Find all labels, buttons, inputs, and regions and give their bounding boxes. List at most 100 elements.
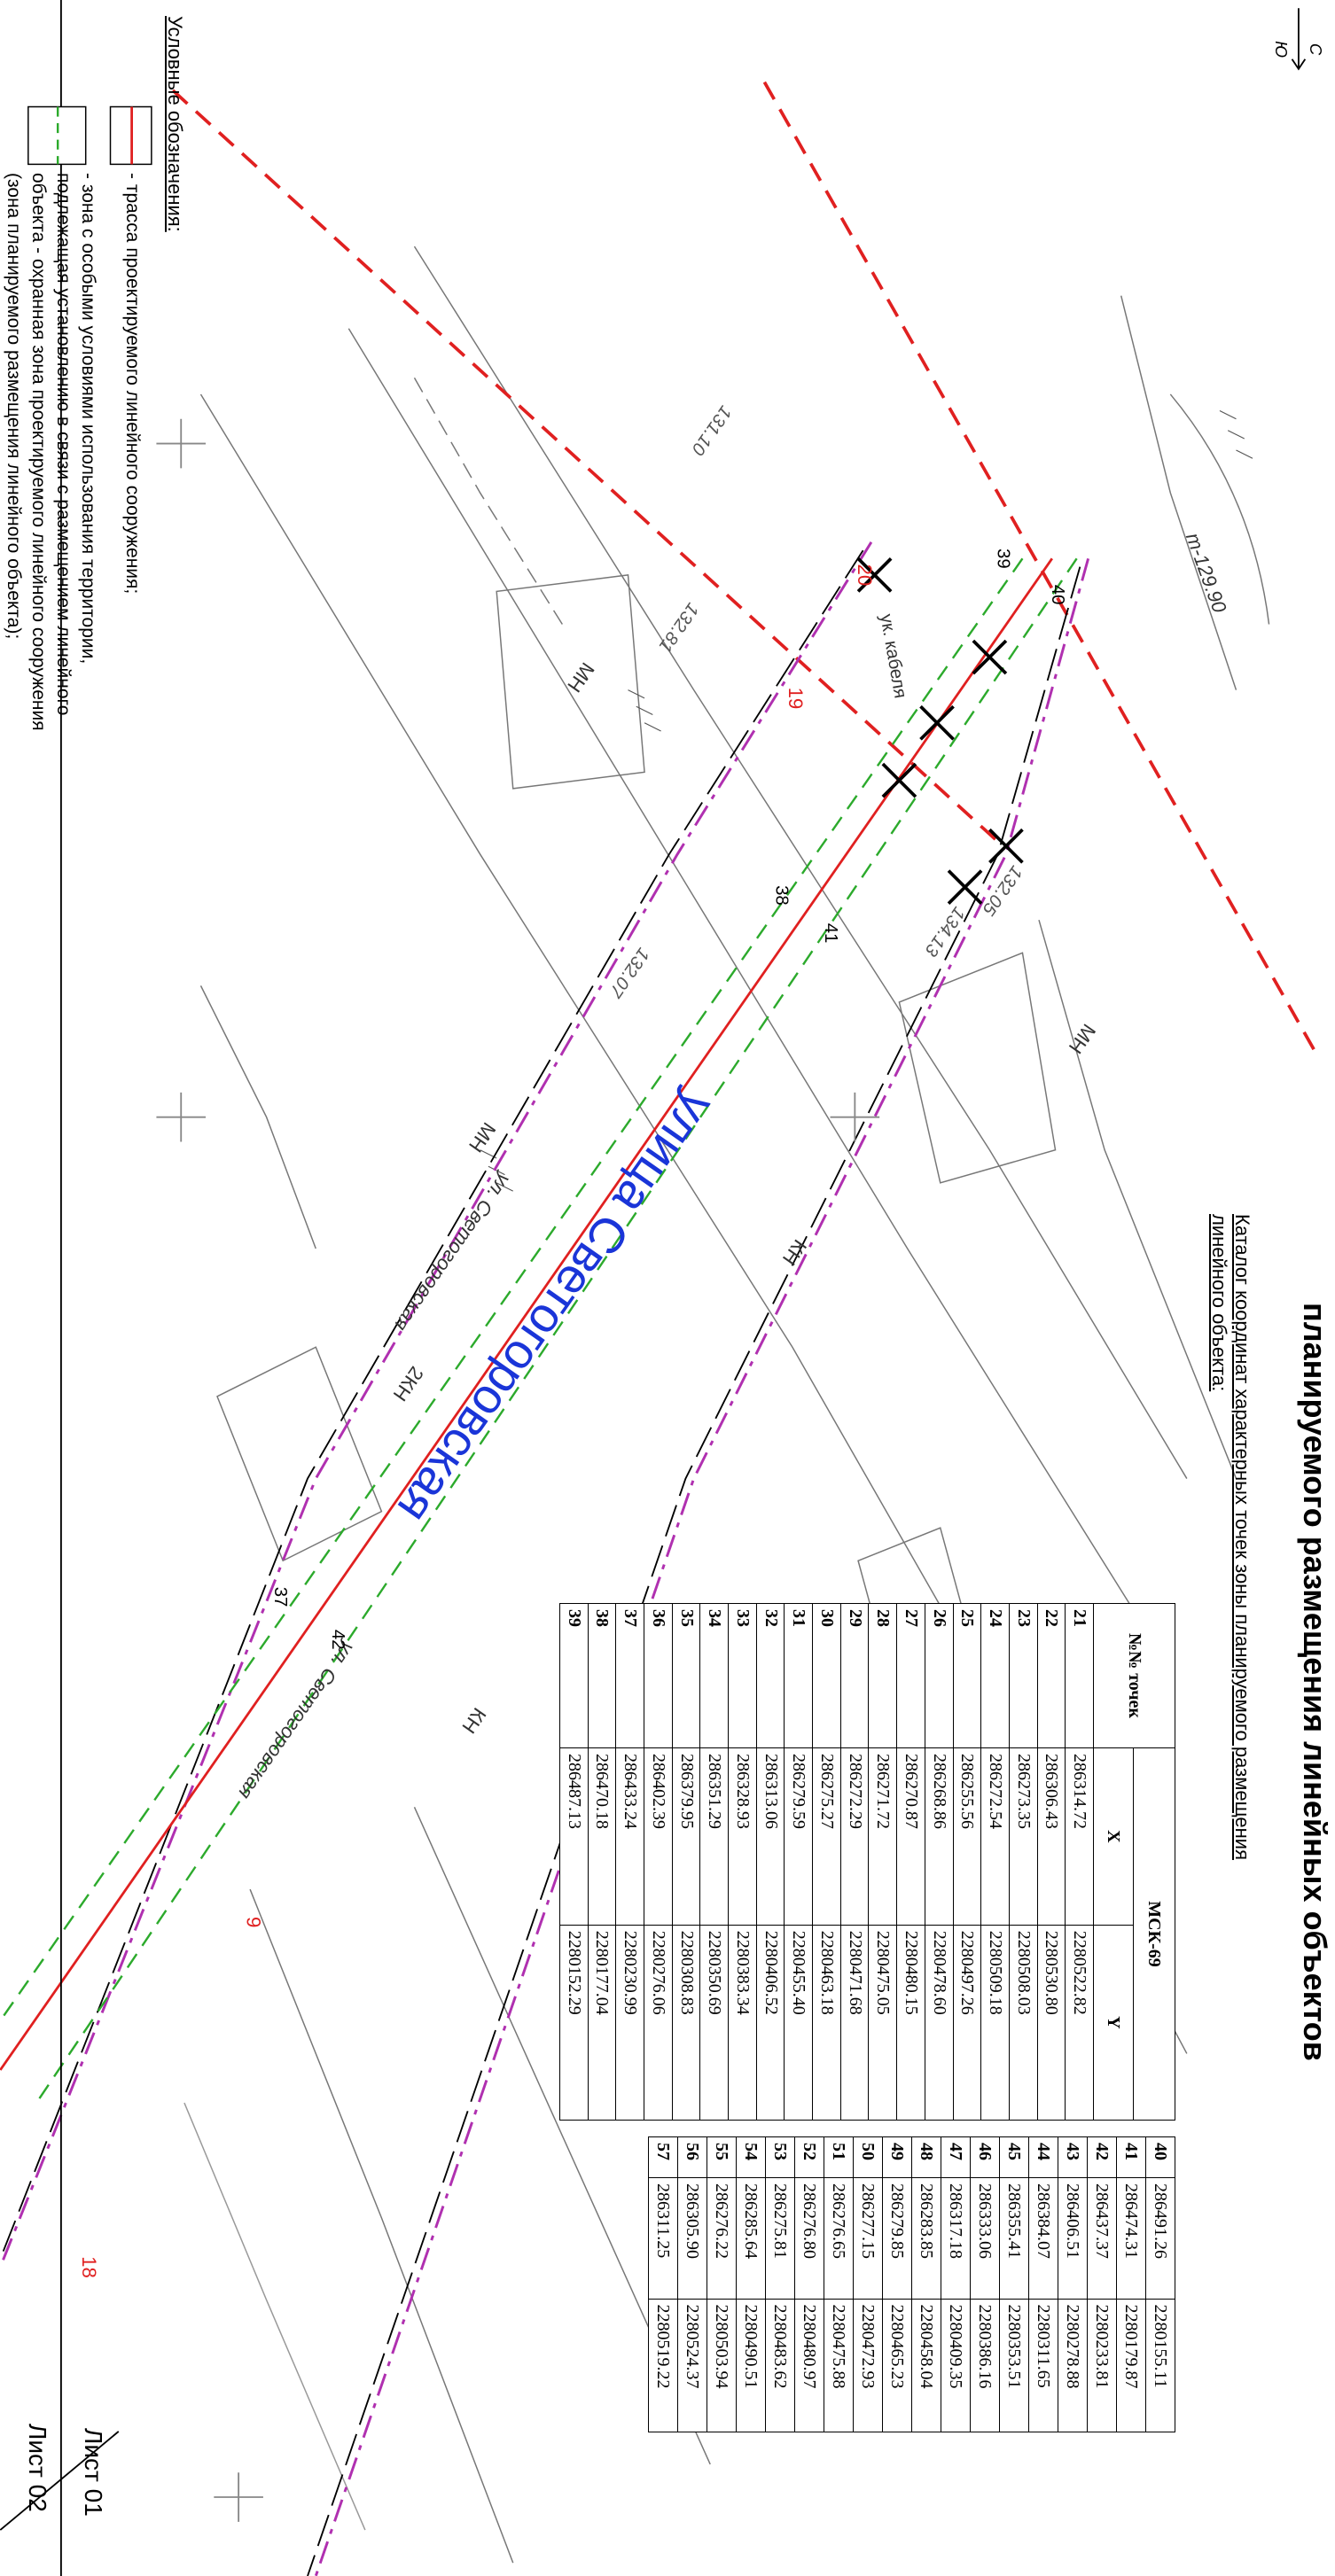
table-cell: 286317.18 xyxy=(941,2177,971,2299)
table-row: 35 286379.95 2280308.83 xyxy=(672,1603,700,2121)
table-cell: 48 xyxy=(911,2136,941,2178)
table-cell: 286273.35 xyxy=(1009,1747,1038,1926)
map-label: МН xyxy=(465,1118,500,1156)
protection-zone xyxy=(35,557,1078,2104)
table-cell: 286328.93 xyxy=(728,1747,757,1926)
table-row: 31 286279.59 2280455.40 xyxy=(784,1603,813,2121)
map-label: 42 xyxy=(328,1630,347,1650)
table-cell: 33 xyxy=(728,1603,757,1748)
table-row: 50 286277.15 2280472.93 xyxy=(853,2136,883,2432)
map-label: ул. Светогоровская xyxy=(234,1637,360,1803)
table-cell: 2280308.83 xyxy=(672,1925,700,2121)
table-cell: 286355.41 xyxy=(999,2177,1029,2299)
table-cell: 2280276.06 xyxy=(644,1925,673,2121)
table-cell: 2280471.68 xyxy=(840,1925,869,2121)
table-cell: 23 xyxy=(1009,1603,1038,1748)
table-cell: 2280458.04 xyxy=(911,2299,941,2432)
table-row: 27 286270.87 2280480.15 xyxy=(896,1603,925,2121)
map-label: КН xyxy=(778,1235,811,1269)
header-cell: №№ точек xyxy=(1093,1603,1175,1748)
table-cell: 2280409.35 xyxy=(941,2299,971,2432)
table-row: 34 286351.29 2280350.69 xyxy=(699,1603,729,2121)
table-row: 51 286276.65 2280475.88 xyxy=(824,2136,854,2432)
table-cell: 2280383.34 xyxy=(728,1925,757,2121)
map-label: 132.05 xyxy=(978,862,1026,919)
table-row: 41 286474.31 2280179.87 xyxy=(1116,2136,1146,2432)
table-row: 21 286314.72 2280522.82 xyxy=(1065,1603,1094,2121)
map-label: 2КН xyxy=(389,1363,428,1405)
table-cell: 51 xyxy=(824,2136,854,2178)
table-cell: 286283.85 xyxy=(911,2177,941,2299)
table-cell: 286470.18 xyxy=(588,1747,616,1926)
table-cell: 286333.06 xyxy=(970,2177,1000,2299)
table-cell: 37 xyxy=(615,1603,644,1748)
table-cell: 2280230.99 xyxy=(615,1925,644,2121)
map-label: ул. Светогоровская xyxy=(390,1168,516,1335)
table-cell: 2280179.87 xyxy=(1116,2299,1146,2432)
table-cell: 43 xyxy=(1058,2136,1088,2178)
map-label: 18 xyxy=(78,2256,100,2278)
table-cell: 22 xyxy=(1037,1603,1066,1748)
table-cell: 286491.26 xyxy=(1145,2177,1175,2299)
map-label: 37 xyxy=(270,1587,290,1607)
table-cell: 2280530.80 xyxy=(1037,1925,1066,2121)
table-row: 29 286272.29 2280471.68 xyxy=(840,1603,869,2121)
table-cell: 2280177.04 xyxy=(588,1925,616,2121)
red-dashed-boundary xyxy=(762,81,1317,1053)
table-cell: 50 xyxy=(853,2136,883,2178)
table-cell: 35 xyxy=(672,1603,700,1748)
table-cell: 2280311.65 xyxy=(1028,2299,1058,2432)
catalog-line: Каталог координат характерных точек зоны… xyxy=(1231,1214,1253,1861)
map-label: улица Светогоровская xyxy=(387,1082,726,1533)
map-label: 9 xyxy=(242,1917,264,1927)
table-cell: 286314.72 xyxy=(1065,1747,1094,1926)
zone-boundary xyxy=(314,557,1090,2576)
table-cell: 286279.59 xyxy=(784,1747,813,1926)
sheet-label: Лист 01 xyxy=(80,2428,107,2517)
legend-title: Условные обозначения: xyxy=(164,16,186,232)
table-row: 32 286313.06 2280406.52 xyxy=(756,1603,785,2121)
cross-markers xyxy=(856,557,1024,905)
table-row: 48 286283.85 2280458.04 xyxy=(911,2136,941,2432)
table-cell: 2280455.40 xyxy=(784,1925,813,2121)
table-cell: 286279.85 xyxy=(882,2177,912,2299)
header-cell: Y xyxy=(1093,1925,1134,2121)
table-cell: 286402.39 xyxy=(644,1747,673,1926)
header-cell: МСК-69 xyxy=(1133,1747,1175,2121)
table-row: 25 286255.56 2280497.26 xyxy=(953,1603,981,2121)
table-cell: 34 xyxy=(699,1603,729,1748)
table-cell: 286351.29 xyxy=(699,1747,729,1926)
table-row: 24 286272.54 2280509.18 xyxy=(980,1603,1010,2121)
title: планируемого размещения линейных объекто… xyxy=(1297,1303,1333,2061)
map-label: 131.10 xyxy=(687,402,735,459)
catalog-line: линейного объекта: xyxy=(1208,1214,1230,1392)
table-cell: 2280503.94 xyxy=(707,2299,737,2432)
table-cell: 49 xyxy=(882,2136,912,2178)
table-cell: 2280278.88 xyxy=(1058,2299,1088,2432)
coordinates-table: 40 286491.26 2280155.11 41 286474.31 2280179.… xyxy=(648,2136,1175,2432)
table-cell: 2280508.03 xyxy=(1009,1925,1038,2121)
table-cell: 47 xyxy=(941,2136,971,2178)
header-cell: X xyxy=(1093,1747,1134,1926)
compass-north: С xyxy=(1307,43,1325,56)
table-cell: 2280475.05 xyxy=(869,1925,897,2121)
header-row: №№ точек МСК-69 xyxy=(1093,1603,1175,2121)
table-cell: 2280478.60 xyxy=(925,1925,954,2121)
table-row: 23 286273.35 2280508.03 xyxy=(1009,1603,1038,2121)
table-cell: 286276.80 xyxy=(794,2177,824,2299)
table-cell: 38 xyxy=(588,1603,616,1748)
table-row: 47 286317.18 2280409.35 xyxy=(941,2136,971,2432)
map-label: КН xyxy=(457,1704,490,1738)
compass-south: Ю xyxy=(1272,41,1291,58)
table-cell: 286311.25 xyxy=(648,2177,678,2299)
legend-text: подлежащая установлению в связи с размещ… xyxy=(53,173,74,716)
table-row: 49 286279.85 2280465.23 xyxy=(882,2136,912,2432)
table-row: 55 286276.22 2280503.94 xyxy=(707,2136,737,2432)
table-row: 40 286491.26 2280155.11 xyxy=(1145,2136,1175,2432)
table-row: 46 286333.06 2280386.16 xyxy=(970,2136,1000,2432)
table-row: 38 286470.18 2280177.04 xyxy=(588,1603,616,2121)
table-cell: 54 xyxy=(736,2136,766,2178)
table-row: 22 286306.43 2280530.80 xyxy=(1037,1603,1066,2121)
table-cell: 46 xyxy=(970,2136,1000,2178)
table-cell: 39 xyxy=(559,1603,589,1748)
